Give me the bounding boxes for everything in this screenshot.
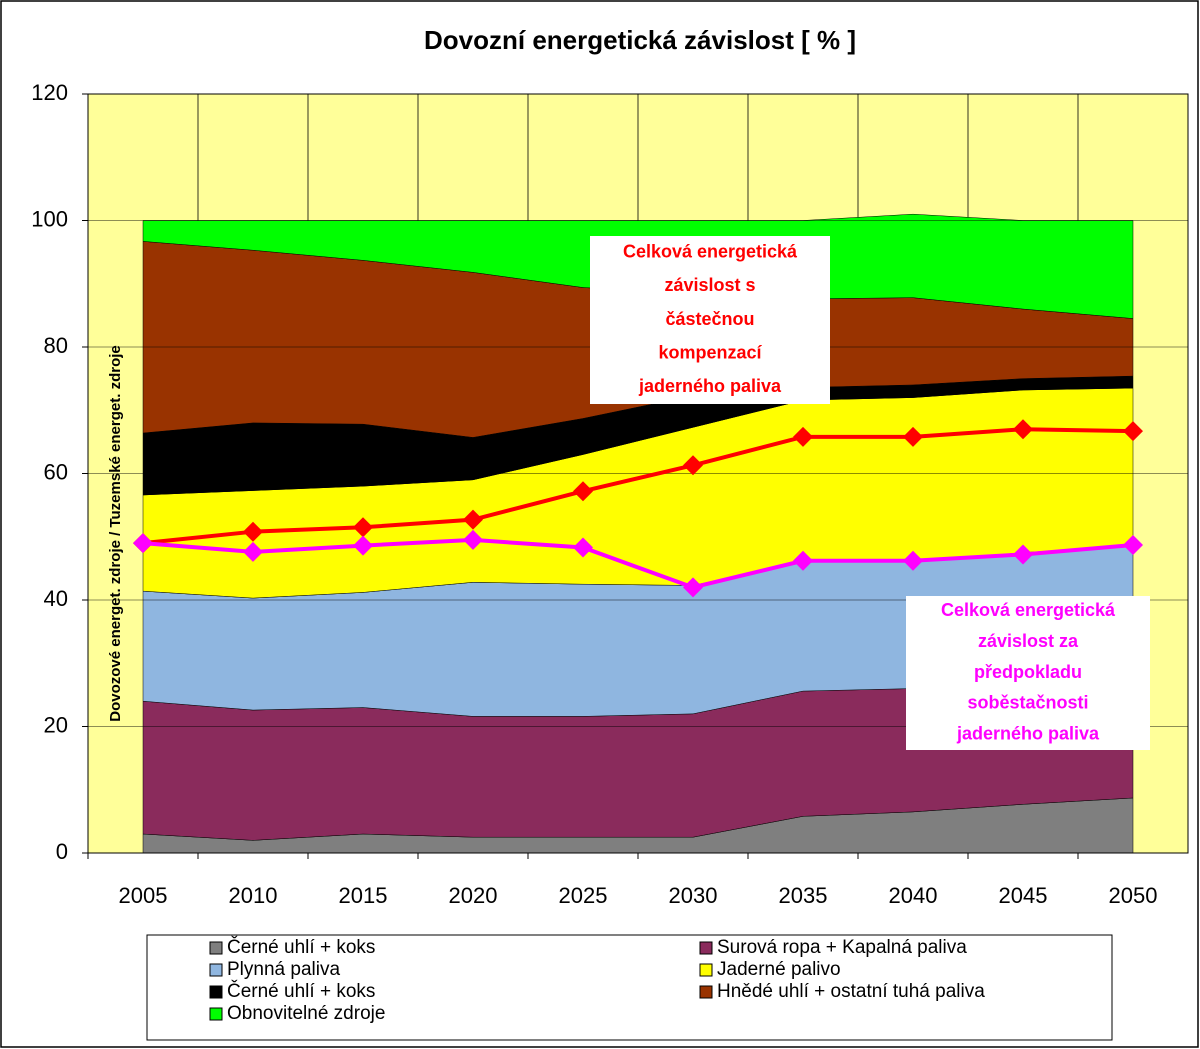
chart-title: Dovozní energetická závislost [ % ] — [424, 25, 856, 55]
marker — [1123, 421, 1143, 442]
y-tick-label: 40 — [44, 586, 68, 611]
legend-label: Černé uhlí + koks — [227, 980, 375, 1002]
y-tick-label: 120 — [31, 80, 68, 105]
marker — [133, 533, 153, 554]
x-tick-label: 2035 — [779, 883, 828, 908]
x-tick-label: 2030 — [669, 883, 718, 908]
annotation-text: Celková energetická — [941, 600, 1116, 620]
marker — [243, 541, 263, 562]
annotation-text: závislost s — [664, 275, 755, 295]
x-tick-label: 2005 — [119, 883, 168, 908]
marker — [1013, 544, 1033, 565]
marker — [353, 535, 373, 556]
annotation-text: jaderného paliva — [956, 723, 1100, 743]
marker — [793, 426, 813, 447]
marker — [683, 577, 703, 598]
legend-swatch — [209, 1007, 223, 1021]
x-tick-label: 2015 — [339, 883, 388, 908]
marker — [573, 481, 593, 502]
marker — [573, 537, 593, 558]
marker — [243, 521, 263, 542]
annotation-text: částečnou — [665, 309, 754, 329]
marker — [683, 455, 703, 476]
legend-label: Obnovitelné zdroje — [227, 1003, 385, 1024]
marker — [903, 426, 923, 447]
legend-box — [146, 934, 1113, 1041]
annotation-box — [906, 596, 1150, 750]
legend-swatch — [699, 963, 713, 977]
legend-label: Surová ropa + Kapalná paliva — [717, 937, 967, 958]
marker — [793, 550, 813, 571]
marker — [353, 517, 373, 538]
legend-swatch — [209, 941, 223, 955]
legend-label: Plynná paliva — [227, 959, 340, 980]
annotation-text: Celková energetická — [623, 242, 798, 262]
legend-swatch — [699, 985, 713, 999]
y-tick-label: 60 — [44, 459, 68, 484]
y-tick-label: 80 — [44, 333, 68, 358]
annotation-box — [590, 236, 830, 404]
marker — [1123, 534, 1143, 555]
annotation-text: jaderného paliva — [638, 376, 782, 396]
x-tick-label: 2020 — [449, 883, 498, 908]
legend-swatch — [209, 985, 223, 999]
x-tick-label: 2010 — [229, 883, 278, 908]
legend-label: Hnědé uhlí + ostatní tuhá paliva — [717, 981, 985, 1002]
y-tick-label: 20 — [44, 712, 68, 737]
x-tick-label: 2050 — [1109, 883, 1158, 908]
line — [142, 427, 1134, 546]
line — [142, 537, 1134, 590]
x-tick-label: 2040 — [889, 883, 938, 908]
annotation-text: kompenzací — [658, 342, 762, 362]
annotation-text: soběstačnosti — [967, 693, 1088, 713]
marker — [1013, 419, 1033, 440]
x-tick-label: 2045 — [999, 883, 1048, 908]
legend-label: Jaderné palivo — [717, 959, 841, 980]
y-axis-label: Dovozové energet. zdroje / Tuzemské ener… — [107, 345, 124, 722]
x-tick-label: 2025 — [559, 883, 608, 908]
marker — [903, 550, 923, 571]
legend-swatch — [209, 963, 223, 977]
marker — [463, 529, 483, 550]
marker — [463, 509, 483, 530]
y-tick-label: 100 — [31, 206, 68, 231]
legend-label: Černé uhlí + koks — [227, 936, 375, 958]
y-tick-label: 0 — [56, 839, 68, 864]
legend-swatch — [699, 941, 713, 955]
annotation-text: předpokladu — [974, 662, 1082, 682]
annotation-text: závislost za — [978, 631, 1079, 651]
